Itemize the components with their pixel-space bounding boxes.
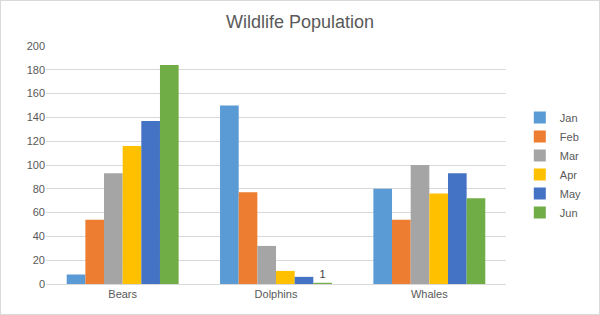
svg-text:Apr: Apr xyxy=(560,169,577,181)
svg-text:Feb: Feb xyxy=(560,131,579,143)
svg-text:120: 120 xyxy=(27,135,45,147)
svg-text:Mar: Mar xyxy=(560,150,579,162)
svg-text:20: 20 xyxy=(33,254,45,266)
svg-text:Dolphins: Dolphins xyxy=(255,288,298,300)
svg-text:Bears: Bears xyxy=(108,288,137,300)
svg-text:200: 200 xyxy=(27,40,45,52)
svg-text:100: 100 xyxy=(27,159,45,171)
svg-text:0: 0 xyxy=(39,278,45,290)
svg-text:Wildlife Population: Wildlife Population xyxy=(226,12,374,32)
svg-text:Whales: Whales xyxy=(411,288,448,300)
svg-text:Jun: Jun xyxy=(560,207,578,219)
svg-text:140: 140 xyxy=(27,111,45,123)
svg-text:May: May xyxy=(560,188,581,200)
svg-text:Jan: Jan xyxy=(560,112,578,124)
svg-text:180: 180 xyxy=(27,64,45,76)
svg-text:40: 40 xyxy=(33,230,45,242)
svg-text:60: 60 xyxy=(33,206,45,218)
svg-text:1: 1 xyxy=(320,268,326,280)
svg-text:80: 80 xyxy=(33,183,45,195)
svg-text:160: 160 xyxy=(27,87,45,99)
